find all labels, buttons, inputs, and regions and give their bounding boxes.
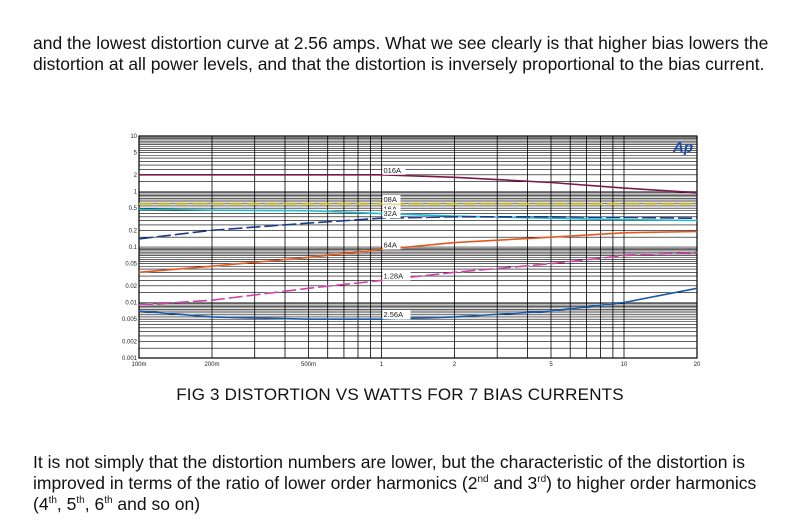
series-label-bg: [382, 165, 406, 175]
series-label-bg: [382, 240, 401, 250]
paragraph-text: It is not simply that the distortion num…: [33, 452, 745, 493]
series-line-64A: [138, 230, 698, 274]
x-tick-label: 5: [549, 362, 553, 368]
ap-logo-icon: Ap: [672, 139, 693, 156]
y-tick-label: 5: [134, 151, 138, 157]
x-tick-label: 1: [380, 362, 384, 368]
series-label: 08A: [384, 195, 397, 204]
series-label: 2.56A: [384, 310, 404, 319]
y-tick-label: 0.01: [125, 301, 137, 307]
y-tick-label: 1: [134, 190, 138, 196]
series-line-1-28A: [138, 251, 698, 306]
plot-frame: [138, 135, 698, 359]
figure-caption: FIG 3 DISTORTION VS WATTS FOR 7 BIAS CUR…: [176, 385, 624, 404]
y-tick-label: 0.002: [122, 339, 138, 345]
distortion-chart: 10 5 2 1 0.5 0.2 0.1 0.05 0.02 0.01 0.005 0.002 0.00…: [122, 134, 701, 368]
y-tick-label: 0.1: [129, 245, 138, 251]
series-label: 16A: [384, 205, 397, 214]
paragraph-text: ) to higher order harmonics (4: [33, 473, 757, 514]
y-tick-label: 0.02: [125, 284, 137, 290]
series-label-bg: [382, 310, 411, 320]
x-tick-label: 100m: [131, 362, 146, 368]
series-line-016A: [139, 173, 698, 194]
series-line-32A: [138, 216, 698, 240]
paragraph-text: and so on): [112, 494, 201, 514]
series-label-bg: [382, 194, 401, 204]
y-tick-label: 10: [130, 134, 137, 140]
paragraph-text: and 3: [488, 473, 538, 493]
paragraph-text: , 5: [56, 494, 77, 514]
paragraph-text: , 6: [84, 494, 105, 514]
x-tick-label: 20: [694, 362, 701, 368]
series-line-16A: [138, 208, 698, 222]
series-label: 32A: [384, 209, 397, 218]
ordinal-suffix: nd: [477, 474, 489, 486]
series-label: 64A: [384, 241, 397, 250]
y-tick-label: 0.2: [129, 228, 138, 234]
y-tick-label: 0.001: [122, 356, 138, 362]
ordinal-suffix: th: [48, 495, 57, 507]
series-label-bg: [382, 209, 401, 219]
x-tick-label: 10: [621, 362, 628, 368]
x-tick-label: 2: [453, 362, 457, 368]
series-line-2-56A: [138, 287, 698, 320]
y-tick-label: 2: [134, 173, 138, 179]
series-label-bg: [382, 271, 411, 281]
ordinal-suffix: rd: [537, 474, 547, 486]
x-tick-label: 200m: [204, 362, 219, 368]
paragraph-harmonics: It is not simply that the distortion num…: [33, 452, 783, 515]
y-tick-label: 0.005: [122, 317, 138, 323]
series-label: 1.28A: [384, 271, 404, 280]
x-tick-label: 500m: [301, 362, 316, 368]
ordinal-suffix: th: [76, 495, 85, 507]
series-label: 016A: [384, 166, 402, 175]
y-tick-label: 0.05: [125, 262, 137, 268]
series-label-bg: [382, 204, 401, 214]
paragraph-intro: and the lowest distortion curve at 2.56 …: [33, 33, 769, 74]
y-tick-label: 0.5: [129, 206, 138, 212]
ordinal-suffix: th: [104, 495, 113, 507]
